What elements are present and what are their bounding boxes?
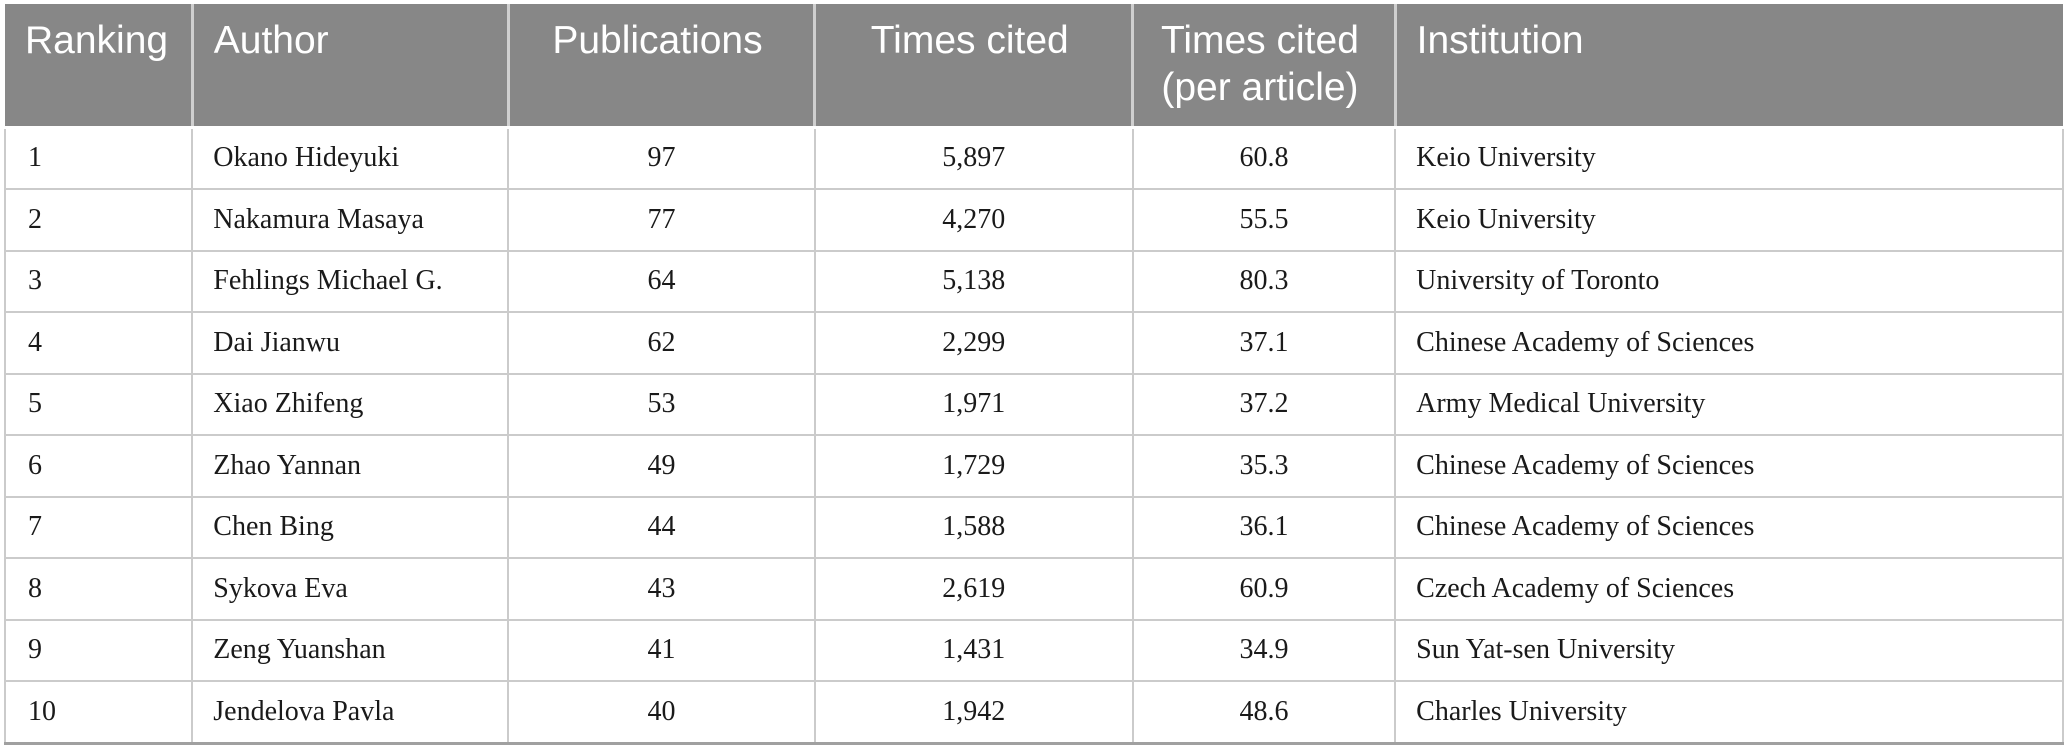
cell-author: Zhao Yannan (191, 434, 510, 498)
cell-times_cited_per_article: 37.2 (1131, 372, 1397, 437)
table-row: 5 Xiao Zhifeng 53 1,971 37.2 Army Medical Uni… (3, 372, 2064, 437)
cell-author: Chen Bing (191, 495, 510, 560)
table-body: 1 Okano Hideyuki 97 5,897 60.8 Keio Universit… (3, 126, 2064, 745)
cell-institution: Keio University (1394, 188, 2064, 252)
cell-times_cited_per_article: 80.3 (1131, 249, 1397, 314)
cell-publications: 44 (507, 495, 816, 560)
cell-publications: 77 (507, 188, 816, 252)
column-header-times_cited: Times cited (813, 4, 1133, 129)
cell-publications: 62 (507, 311, 816, 375)
cell-times_cited: 1,971 (813, 372, 1134, 437)
table-row: 10 Jendelova Pavla 40 1,942 48.6 Charles Univ… (3, 680, 2064, 745)
cell-times_cited: 2,619 (813, 557, 1134, 621)
cell-author: Nakamura Masaya (191, 188, 510, 252)
table-row: 9 Zeng Yuanshan 41 1,431 34.9 Sun Yat-sen Uni… (3, 618, 2064, 683)
cell-times_cited_per_article: 55.5 (1131, 188, 1397, 252)
table-header: Ranking Author Publications Times cited Time… (5, 4, 2063, 129)
cell-publications: 40 (507, 680, 816, 745)
cell-times_cited_per_article: 48.6 (1131, 680, 1397, 745)
cell-publications: 97 (507, 126, 816, 191)
cell-ranking: 6 (3, 434, 194, 498)
cell-publications: 49 (507, 434, 816, 498)
cell-ranking: 10 (3, 680, 194, 745)
cell-publications: 64 (507, 249, 816, 314)
table-row: 7 Chen Bing 44 1,588 36.1 Chinese Academy of … (3, 495, 2064, 560)
table-row: 8 Sykova Eva 43 2,619 60.9 Czech Academy of S… (3, 557, 2064, 621)
cell-times_cited: 1,729 (813, 434, 1134, 498)
cell-times_cited: 4,270 (813, 188, 1134, 252)
table-row: 1 Okano Hideyuki 97 5,897 60.8 Keio Universit… (3, 126, 2064, 191)
cell-times_cited_per_article: 34.9 (1131, 618, 1397, 683)
table-row: 6 Zhao Yannan 49 1,729 35.3 Chinese Academy o… (3, 434, 2064, 498)
column-header-ranking: Ranking (5, 4, 193, 129)
header-row: Ranking Author Publications Times cited Time… (5, 4, 2063, 129)
cell-times_cited: 5,138 (813, 249, 1134, 314)
cell-institution: Chinese Academy of Sciences (1394, 495, 2064, 560)
cell-times_cited_per_article: 37.1 (1131, 311, 1397, 375)
table-row: 4 Dai Jianwu 62 2,299 37.1 Chinese Academy of… (3, 311, 2064, 375)
cell-ranking: 1 (3, 126, 194, 191)
cell-publications: 43 (507, 557, 816, 621)
cell-times_cited: 1,942 (813, 680, 1134, 745)
cell-institution: University of Toronto (1394, 249, 2064, 314)
cell-times_cited: 1,431 (813, 618, 1134, 683)
cell-publications: 41 (507, 618, 816, 683)
cell-institution: Sun Yat-sen University (1394, 618, 2064, 683)
column-header-times_cited_per_article: Times cited (per article) (1131, 4, 1396, 129)
cell-institution: Chinese Academy of Sciences (1394, 434, 2064, 498)
column-header-author: Author (190, 4, 509, 129)
cell-author: Zeng Yuanshan (191, 618, 510, 683)
cell-times_cited: 2,299 (813, 311, 1134, 375)
cell-author: Okano Hideyuki (191, 126, 510, 191)
cell-author: Xiao Zhifeng (191, 372, 510, 437)
cell-times_cited: 1,588 (813, 495, 1134, 560)
cell-institution: Chinese Academy of Sciences (1394, 311, 2064, 375)
cell-ranking: 2 (3, 188, 194, 252)
cell-institution: Army Medical University (1394, 372, 2064, 437)
cell-institution: Charles University (1394, 680, 2064, 745)
cell-ranking: 4 (3, 311, 194, 375)
cell-publications: 53 (507, 372, 816, 437)
cell-author: Sykova Eva (191, 557, 510, 621)
cell-ranking: 3 (3, 249, 194, 314)
table-row: 3 Fehlings Michael G. 64 5,138 80.3 Universit… (3, 249, 2064, 314)
cell-times_cited_per_article: 60.9 (1131, 557, 1397, 621)
cell-author: Fehlings Michael G. (191, 249, 510, 314)
column-header-publications: Publications (506, 4, 815, 129)
cell-ranking: 7 (3, 495, 194, 560)
cell-author: Jendelova Pavla (191, 680, 510, 745)
cell-author: Dai Jianwu (191, 311, 510, 375)
column-header-institution: Institution (1393, 4, 2063, 129)
cell-institution: Keio University (1394, 126, 2064, 191)
cell-ranking: 8 (3, 557, 194, 621)
table-row: 2 Nakamura Masaya 77 4,270 55.5 Keio Universi… (3, 188, 2064, 252)
top-authors-table: Ranking Author Publications Times cited Time… (3, 4, 2064, 745)
cell-ranking: 9 (3, 618, 194, 683)
cell-times_cited_per_article: 35.3 (1131, 434, 1397, 498)
cell-times_cited: 5,897 (813, 126, 1134, 191)
cell-times_cited_per_article: 36.1 (1131, 495, 1397, 560)
cell-ranking: 5 (3, 372, 194, 437)
cell-times_cited_per_article: 60.8 (1131, 126, 1397, 191)
cell-institution: Czech Academy of Sciences (1394, 557, 2064, 621)
